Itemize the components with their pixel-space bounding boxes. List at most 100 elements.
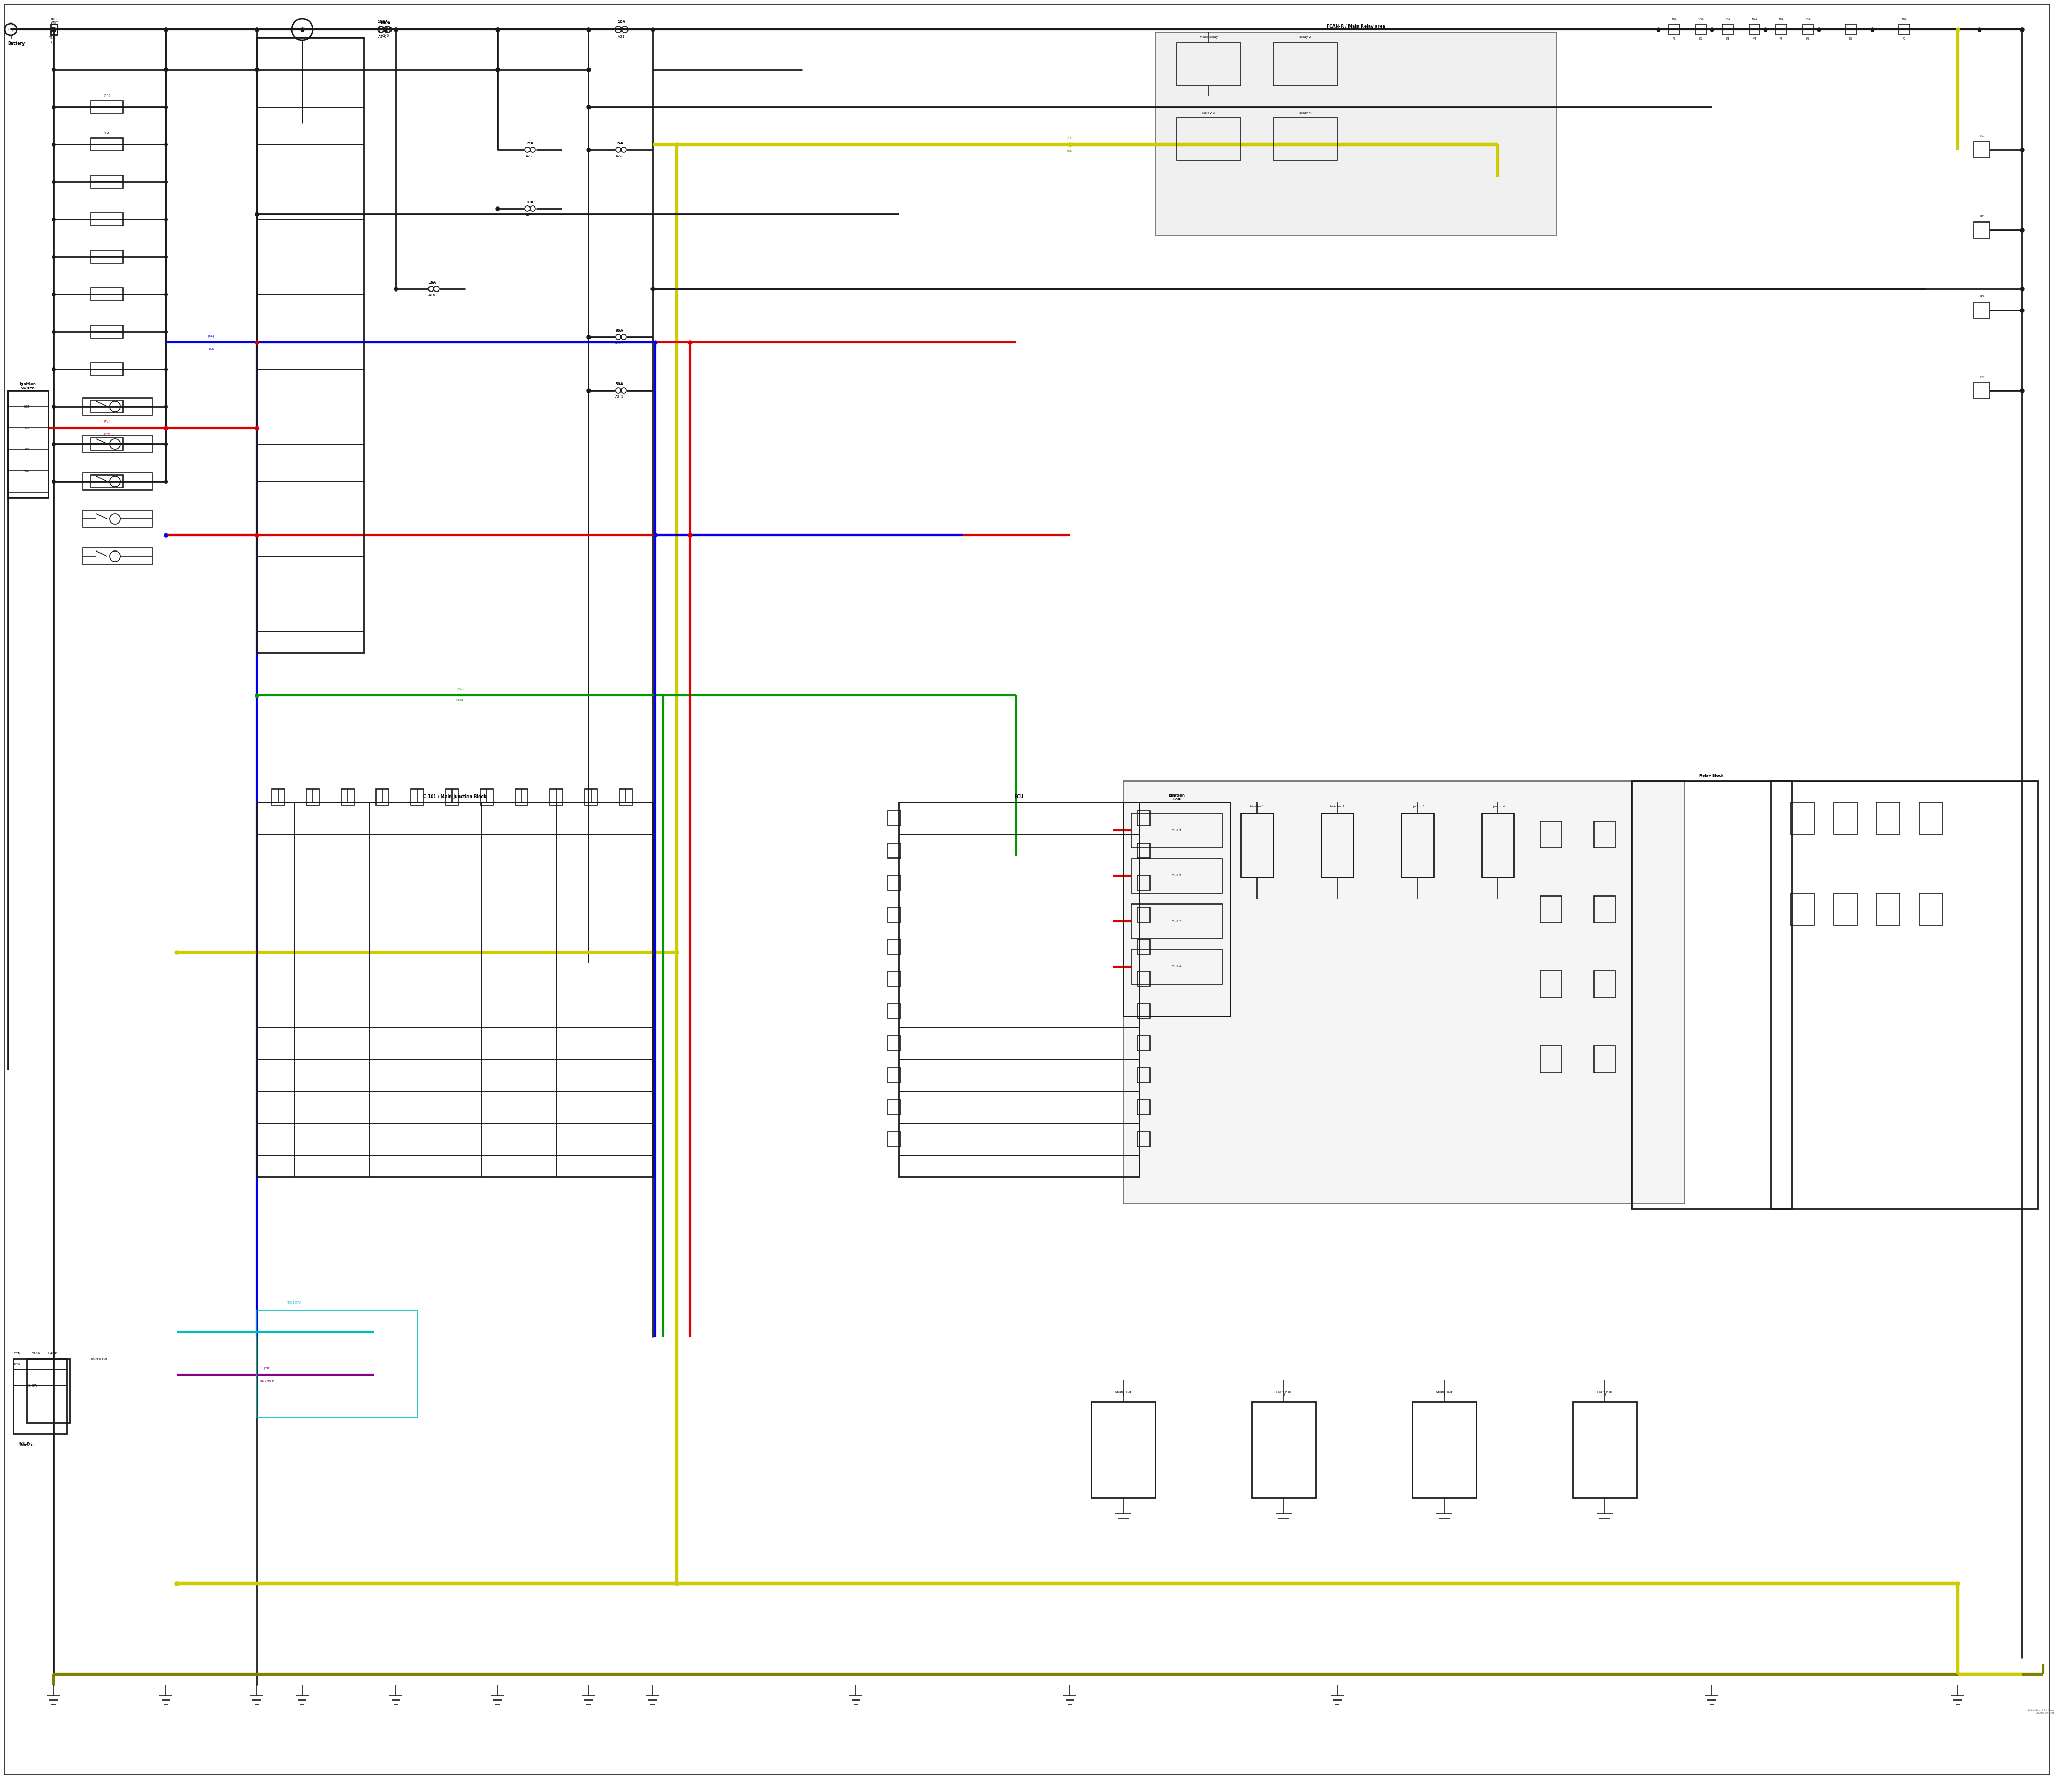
Bar [1834, 803, 1857, 835]
Text: ECM STOP: ECM STOP [90, 1357, 109, 1360]
Text: BLU: BLU [207, 348, 214, 349]
Bar [1321, 814, 1354, 878]
Text: R4: R4 [1980, 376, 1984, 378]
Text: [5C] CYA: [5C] CYA [288, 1301, 302, 1305]
Text: 10A: 10A [526, 201, 534, 204]
Text: Spark Plug
3: Spark Plug 3 [1436, 1391, 1452, 1396]
Text: Injector 4: Injector 4 [1491, 805, 1506, 808]
Bar [887, 907, 902, 923]
Bar [90, 251, 123, 263]
Bar [1138, 812, 1150, 826]
Bar [887, 971, 902, 986]
Text: A21: A21 [618, 36, 624, 38]
Bar [1154, 32, 1557, 235]
Bar [82, 398, 152, 416]
Text: 60A: 60A [616, 330, 624, 332]
Bar [887, 812, 902, 826]
Bar [1631, 781, 1791, 1210]
Bar [1132, 814, 1222, 848]
Text: GRN: GRN [456, 699, 464, 701]
Text: C-101 / Main Junction Block: C-101 / Main Junction Block [423, 794, 487, 799]
Bar [1974, 142, 1990, 158]
Bar [1091, 1401, 1154, 1498]
Text: 1: 1 [49, 41, 51, 43]
Text: Ignition
Coil: Ignition Coil [1169, 794, 1185, 801]
Bar [90, 475, 123, 487]
Text: F5: F5 [1779, 38, 1783, 41]
Text: Injector 3: Injector 3 [1411, 805, 1423, 808]
Text: F6: F6 [1805, 38, 1810, 41]
Bar [1177, 118, 1241, 161]
Bar [1132, 903, 1222, 939]
Bar [550, 788, 563, 805]
Text: F2: F2 [1699, 38, 1703, 41]
Bar [1877, 803, 1900, 835]
Text: Relay 3: Relay 3 [1204, 113, 1216, 115]
Text: IG2: IG2 [25, 448, 29, 450]
Text: 10A: 10A [1902, 18, 1906, 22]
Bar [1401, 814, 1434, 878]
Text: 16A: 16A [427, 281, 435, 285]
Bar [1251, 1401, 1317, 1498]
Text: IG1: IG1 [25, 426, 29, 430]
Text: 10A: 10A [1699, 18, 1705, 22]
Text: 16A: 16A [618, 20, 626, 23]
Text: Injector 1: Injector 1 [1251, 805, 1263, 808]
Text: F1: F1 [1672, 38, 1676, 41]
Text: [5Y]: [5Y] [1066, 136, 1072, 140]
Bar [90, 100, 123, 113]
Bar [82, 473, 152, 489]
Bar [1124, 803, 1230, 1016]
Bar [1974, 222, 1990, 238]
Bar [1132, 858, 1222, 894]
Bar [1481, 814, 1514, 878]
Text: Relay 2: Relay 2 [1298, 36, 1310, 39]
Text: 10A: 10A [1805, 18, 1812, 22]
Text: 1: 1 [10, 36, 12, 39]
Bar [90, 176, 123, 188]
Text: Battery: Battery [8, 41, 25, 47]
Bar [887, 842, 902, 858]
Bar [1540, 896, 1561, 923]
Text: [EI]: [EI] [51, 18, 58, 20]
Text: 15A: 15A [526, 142, 534, 145]
Text: F4: F4 [1752, 38, 1756, 41]
Bar [1124, 781, 1684, 1204]
Text: STOP: STOP [14, 1362, 21, 1366]
Text: A2-3: A2-3 [614, 342, 624, 346]
Text: R3: R3 [1980, 296, 1984, 297]
Bar [82, 511, 152, 527]
Text: PNK/BLK: PNK/BLK [261, 1380, 275, 1382]
Text: 10A: 10A [1779, 18, 1785, 22]
Text: Coil 1: Coil 1 [1173, 830, 1181, 831]
Text: 10A: 10A [1725, 18, 1732, 22]
Bar [1918, 894, 1943, 925]
Bar [887, 939, 902, 955]
Text: L5: L5 [1849, 38, 1853, 41]
Text: ACC: ACC [25, 470, 29, 471]
Bar [90, 437, 123, 450]
Bar [1138, 874, 1150, 891]
Bar [1594, 971, 1614, 998]
Text: Spark Plug
1: Spark Plug 1 [1115, 1391, 1132, 1396]
Bar [90, 138, 123, 151]
Bar [1138, 1068, 1150, 1082]
Bar [1540, 821, 1561, 848]
Bar [1273, 43, 1337, 86]
Bar [1138, 907, 1150, 923]
Text: IG SW: IG SW [27, 1383, 37, 1387]
Bar [1594, 821, 1614, 848]
Bar [1668, 23, 1680, 34]
Bar [257, 803, 653, 1177]
Text: Mitsubishi Eclipse
2000 Wiring: Mitsubishi Eclipse 2000 Wiring [2027, 1710, 2054, 1715]
Text: Injector 2: Injector 2 [1331, 805, 1343, 808]
Text: Relay Block: Relay Block [1699, 774, 1723, 778]
Bar [887, 1100, 902, 1115]
Bar [1138, 1133, 1150, 1147]
Bar [1697, 23, 1707, 34]
Bar [1791, 803, 1814, 835]
Text: A1-6: A1-6 [380, 34, 390, 38]
Bar [1132, 950, 1222, 984]
Text: 50A: 50A [616, 382, 624, 385]
Text: Switch: Switch [21, 387, 35, 391]
